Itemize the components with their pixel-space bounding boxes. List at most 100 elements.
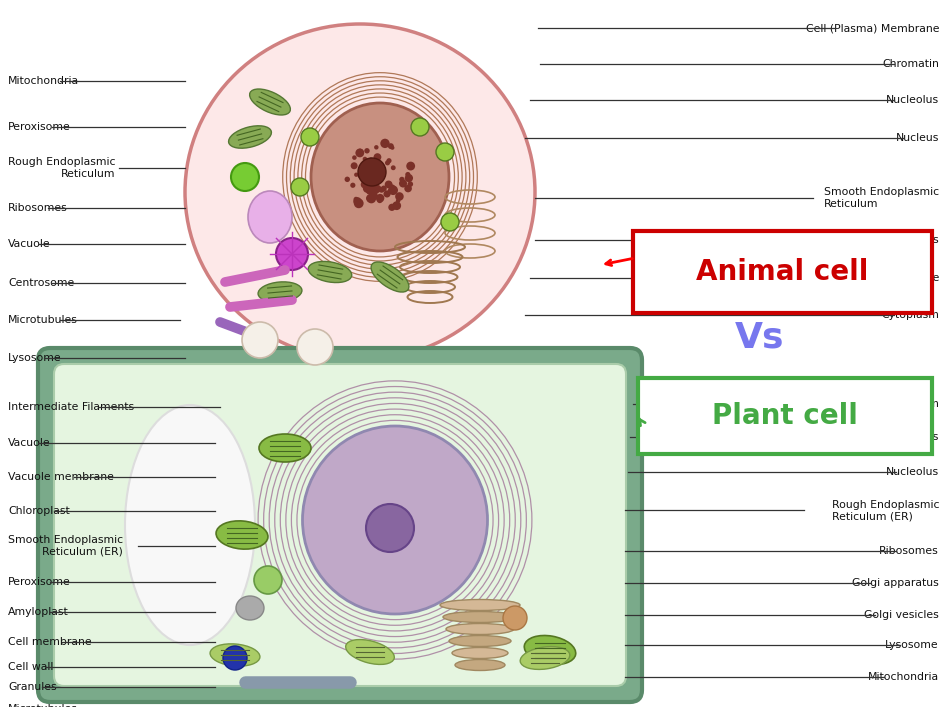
Circle shape — [374, 145, 379, 150]
Circle shape — [357, 148, 364, 156]
Circle shape — [276, 238, 308, 270]
Circle shape — [404, 174, 413, 182]
FancyBboxPatch shape — [638, 378, 932, 454]
Text: Granules: Granules — [8, 682, 57, 692]
Circle shape — [358, 173, 363, 178]
Text: Vacuole: Vacuole — [8, 239, 50, 249]
Circle shape — [367, 160, 375, 169]
Text: Centrosome: Centrosome — [8, 278, 74, 288]
Text: Rough Endoplasmic
Reticulum: Rough Endoplasmic Reticulum — [8, 158, 116, 179]
Ellipse shape — [259, 434, 311, 462]
Circle shape — [363, 184, 372, 193]
Circle shape — [388, 185, 395, 191]
Circle shape — [441, 213, 459, 231]
Circle shape — [366, 165, 371, 170]
Circle shape — [406, 162, 415, 170]
Text: Nucleolus: Nucleolus — [885, 467, 939, 477]
Circle shape — [377, 197, 383, 203]
Text: Rough Endoplasmic
Reticulum (ER): Rough Endoplasmic Reticulum (ER) — [831, 500, 939, 521]
Circle shape — [381, 139, 389, 148]
Circle shape — [503, 606, 527, 630]
Circle shape — [242, 322, 278, 358]
Ellipse shape — [309, 262, 351, 283]
Text: Nucleus: Nucleus — [896, 133, 939, 143]
Circle shape — [436, 143, 454, 161]
Circle shape — [350, 163, 358, 169]
Text: Cell membrane: Cell membrane — [8, 637, 92, 647]
Text: Golgi vesicles: Golgi vesicles — [865, 610, 939, 620]
Ellipse shape — [210, 644, 259, 666]
Text: Microtubules: Microtubules — [8, 315, 78, 325]
Circle shape — [367, 183, 376, 192]
Circle shape — [369, 190, 378, 199]
Ellipse shape — [452, 648, 508, 658]
Text: Peroxisome: Peroxisome — [8, 122, 71, 132]
Ellipse shape — [236, 596, 264, 620]
Circle shape — [400, 177, 404, 182]
Circle shape — [374, 185, 382, 192]
Circle shape — [372, 186, 380, 194]
Text: Nucleus: Nucleus — [896, 432, 939, 442]
Ellipse shape — [302, 426, 488, 614]
Circle shape — [297, 329, 333, 365]
Circle shape — [385, 160, 390, 165]
Circle shape — [384, 190, 390, 197]
FancyBboxPatch shape — [38, 348, 642, 702]
Ellipse shape — [371, 262, 409, 292]
Ellipse shape — [250, 89, 291, 115]
Ellipse shape — [443, 612, 517, 622]
Text: Lysosome: Lysosome — [8, 353, 62, 363]
Circle shape — [354, 173, 358, 177]
Text: Amyloplast: Amyloplast — [8, 607, 69, 617]
Text: Ribosomes: Ribosomes — [879, 547, 939, 556]
Ellipse shape — [449, 636, 511, 646]
Circle shape — [390, 146, 395, 150]
Text: Peroxisome: Peroxisome — [8, 577, 71, 587]
Circle shape — [366, 174, 371, 180]
Ellipse shape — [455, 660, 505, 670]
Text: Chloroplast: Chloroplast — [8, 506, 70, 516]
Text: Golgi apparatus: Golgi apparatus — [852, 578, 939, 588]
Circle shape — [361, 181, 368, 188]
Ellipse shape — [125, 405, 255, 645]
Ellipse shape — [358, 158, 386, 186]
Circle shape — [388, 185, 398, 195]
Text: Vacuole membrane: Vacuole membrane — [8, 472, 114, 482]
Ellipse shape — [185, 24, 535, 360]
Circle shape — [361, 168, 371, 177]
Circle shape — [291, 178, 309, 196]
Circle shape — [373, 153, 382, 161]
Text: Microtubules: Microtubules — [8, 704, 78, 707]
Text: Smooth Endoplasmic
Reticulum (ER): Smooth Endoplasmic Reticulum (ER) — [8, 535, 123, 556]
Circle shape — [354, 199, 364, 209]
Text: Animal cell: Animal cell — [696, 258, 868, 286]
FancyBboxPatch shape — [633, 231, 932, 313]
Text: Chromatin: Chromatin — [882, 59, 939, 69]
Circle shape — [384, 180, 392, 188]
Ellipse shape — [311, 103, 449, 251]
Ellipse shape — [259, 282, 302, 302]
Ellipse shape — [446, 624, 514, 634]
Circle shape — [223, 646, 247, 670]
Text: Cytoplasm: Cytoplasm — [881, 399, 939, 409]
Circle shape — [391, 165, 396, 170]
Text: Cytoplasm: Cytoplasm — [881, 310, 939, 320]
Text: Cell (Plasma) Membrane: Cell (Plasma) Membrane — [806, 23, 939, 33]
Text: Nucleolus: Nucleolus — [885, 95, 939, 105]
Circle shape — [386, 158, 391, 163]
Text: Intermediate Filaments: Intermediate Filaments — [8, 402, 134, 411]
Circle shape — [376, 194, 384, 202]
Circle shape — [363, 157, 367, 161]
Circle shape — [411, 118, 429, 136]
Circle shape — [301, 128, 319, 146]
Circle shape — [367, 158, 374, 165]
Text: Cell wall: Cell wall — [8, 662, 53, 672]
Text: Mitochondria: Mitochondria — [867, 672, 939, 682]
Circle shape — [395, 192, 403, 201]
Ellipse shape — [228, 126, 272, 148]
Circle shape — [353, 197, 362, 206]
Circle shape — [399, 180, 407, 187]
Text: Mitochondria: Mitochondria — [8, 76, 80, 86]
Circle shape — [381, 185, 386, 192]
Text: Smooth Endoplasmic
Reticulum: Smooth Endoplasmic Reticulum — [824, 187, 939, 209]
